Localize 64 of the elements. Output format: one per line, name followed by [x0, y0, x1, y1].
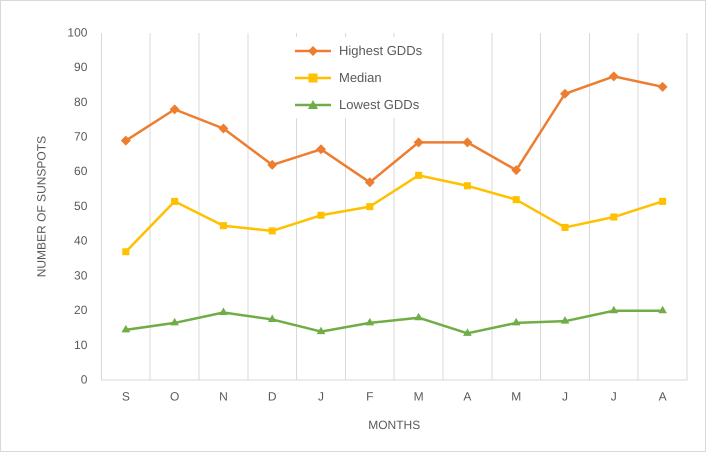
point	[171, 198, 178, 205]
point	[268, 314, 277, 322]
point	[560, 316, 570, 324]
point	[170, 318, 179, 326]
x-tick-label: J	[610, 390, 617, 404]
point	[414, 312, 423, 320]
point	[560, 88, 570, 99]
point	[512, 318, 521, 326]
point	[658, 82, 668, 92]
point	[512, 196, 520, 204]
x-tick-label: M	[414, 390, 424, 404]
point	[120, 136, 131, 146]
point	[316, 326, 326, 334]
y-axis-title: NUMBER OF SUNSPOTS	[34, 136, 49, 278]
legend-label: Median	[339, 70, 382, 85]
point	[122, 248, 130, 256]
point	[317, 212, 325, 219]
x-tick-label: O	[170, 390, 180, 404]
point	[511, 165, 522, 176]
y-tick-label: 0	[80, 372, 88, 387]
point	[658, 306, 667, 314]
point	[610, 213, 618, 221]
legend-label: Lowest GDDs	[339, 97, 420, 112]
point	[415, 172, 422, 179]
point	[365, 318, 374, 326]
point	[659, 198, 666, 205]
x-tick-label: F	[366, 390, 374, 404]
point	[609, 306, 618, 314]
y-tick-label: 50	[74, 198, 88, 213]
point	[414, 137, 424, 148]
point	[608, 71, 619, 82]
point	[463, 328, 472, 336]
y-tick-label: 20	[74, 303, 88, 318]
y-tick-label: 30	[74, 268, 88, 282]
point	[170, 104, 180, 114]
point	[218, 123, 228, 134]
y-tick-label: 70	[74, 129, 88, 144]
x-tick-label: M	[511, 390, 522, 404]
legend-label: Highest GDDs	[339, 43, 422, 58]
x-tick-label: A	[658, 390, 667, 404]
x-tick-label: D	[268, 390, 277, 404]
y-tick-label: 10	[74, 338, 88, 352]
x-axis-title: MONTHS	[368, 418, 420, 432]
point	[464, 182, 471, 190]
point	[268, 227, 276, 234]
y-tick-label: 100	[67, 25, 88, 40]
x-tick-label: J	[562, 390, 568, 404]
point	[364, 177, 375, 188]
x-tick-label: J	[318, 390, 324, 404]
point	[121, 324, 130, 332]
y-tick-label: 60	[74, 164, 88, 178]
point	[220, 222, 227, 230]
point	[462, 137, 472, 148]
point	[316, 144, 326, 154]
point	[219, 307, 228, 315]
x-tick-label: S	[122, 390, 130, 404]
point	[366, 203, 374, 210]
y-tick-label: 40	[74, 234, 88, 248]
x-tick-label: N	[219, 390, 228, 404]
x-tick-label: A	[463, 390, 472, 404]
y-tick-label: 90	[74, 60, 88, 74]
y-tick-label: 80	[74, 94, 88, 109]
point	[267, 160, 278, 170]
point	[561, 224, 569, 231]
